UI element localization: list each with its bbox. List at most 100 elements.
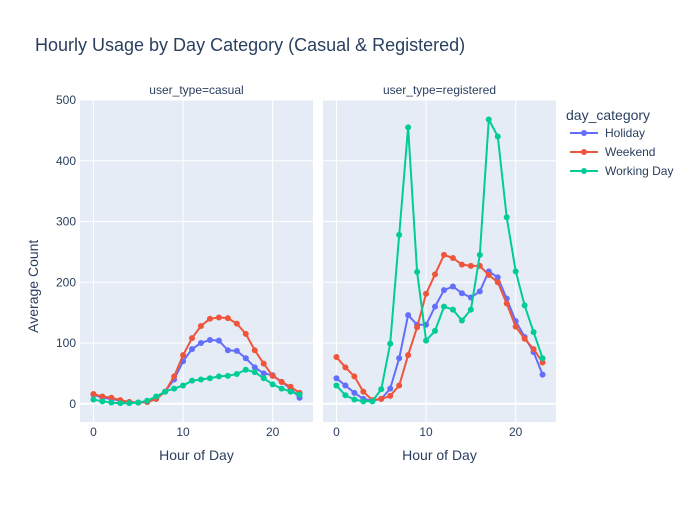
legend-item-weekend: Weekend (570, 145, 655, 159)
x-tick-label: 20 (266, 425, 280, 439)
panel-registered: 0 10 20 user_type=registered Hour of Day (323, 83, 556, 463)
data-point (233, 347, 240, 354)
data-point (432, 327, 439, 334)
data-point (351, 373, 358, 380)
data-point (144, 397, 151, 404)
x-tick-label: 0 (333, 425, 340, 439)
data-point (396, 382, 403, 389)
data-point (287, 388, 294, 395)
data-point (458, 290, 465, 297)
data-point (90, 396, 97, 403)
legend: day_category Holiday Weekend Working Day (566, 107, 673, 178)
data-point (224, 372, 231, 379)
data-point (449, 254, 456, 261)
data-point (494, 279, 501, 286)
data-point (512, 268, 519, 275)
data-point (494, 133, 501, 140)
data-point (485, 116, 492, 123)
y-tick-label: 0 (69, 397, 76, 411)
data-point (197, 323, 204, 330)
data-point (126, 400, 133, 407)
legend-marker (581, 168, 587, 174)
data-point (117, 400, 124, 407)
data-point (260, 375, 267, 382)
series-weekend (333, 251, 546, 404)
data-point (378, 386, 385, 393)
legend-label: Weekend (605, 145, 655, 159)
x-tick-label: 10 (419, 425, 433, 439)
data-point (432, 303, 439, 310)
data-point (189, 335, 196, 342)
data-point (333, 353, 340, 360)
legend-title: day_category (566, 107, 650, 123)
data-point (99, 393, 106, 400)
data-point (423, 290, 430, 297)
y-tick-label: 100 (56, 336, 76, 350)
data-point (242, 366, 249, 373)
legend-item-working-day: Working Day (570, 164, 673, 178)
data-point (414, 268, 421, 275)
plot-background (323, 100, 556, 422)
data-point (476, 251, 483, 258)
data-point (162, 388, 169, 395)
data-point (171, 385, 178, 392)
data-point (215, 373, 222, 380)
data-point (278, 385, 285, 392)
data-point (342, 392, 349, 399)
panel-casual: 0 100 200 300 400 500 0 10 20 user_type=casual Hou… (56, 83, 313, 463)
data-point (440, 287, 447, 294)
data-point (369, 398, 376, 405)
data-point (233, 371, 240, 378)
data-point (333, 382, 340, 389)
legend-marker (581, 130, 587, 136)
data-point (396, 355, 403, 362)
data-point (405, 124, 412, 131)
data-point (260, 370, 267, 377)
data-point (351, 396, 358, 403)
data-point (405, 352, 412, 359)
data-point (278, 378, 285, 385)
data-point (242, 330, 249, 337)
data-point (189, 346, 196, 353)
y-tick-label: 500 (56, 93, 76, 107)
data-point (387, 385, 394, 392)
data-point (99, 398, 106, 405)
y-tick-label: 200 (56, 275, 76, 289)
data-point (476, 288, 483, 295)
data-point (251, 347, 258, 354)
data-point (351, 389, 358, 396)
data-point (108, 399, 115, 406)
data-point (224, 347, 231, 354)
data-point (197, 376, 204, 383)
legend-marker (581, 149, 587, 155)
data-point (215, 314, 222, 321)
data-point (242, 355, 249, 362)
data-point (449, 306, 456, 313)
data-point (296, 391, 303, 398)
data-point (206, 315, 213, 322)
data-point (342, 364, 349, 371)
y-axis-label: Average Count (25, 240, 41, 333)
data-point (440, 251, 447, 258)
y-tick-label: 400 (56, 154, 76, 168)
legend-label: Working Day (605, 164, 673, 178)
data-point (503, 214, 510, 221)
data-point (423, 337, 430, 344)
series-working-day (90, 366, 303, 407)
data-point (90, 391, 97, 398)
data-point (458, 317, 465, 324)
data-point (539, 359, 546, 366)
legend-label: Holiday (605, 126, 645, 140)
data-point (405, 312, 412, 319)
x-axis-label: Hour of Day (159, 447, 234, 463)
x-axis-label: Hour of Day (402, 447, 477, 463)
data-point (440, 303, 447, 310)
data-point (521, 335, 528, 342)
data-point (197, 340, 204, 347)
data-point (512, 323, 519, 330)
data-point (539, 355, 546, 362)
data-point (251, 369, 258, 376)
data-point (171, 373, 178, 380)
data-point (396, 231, 403, 238)
